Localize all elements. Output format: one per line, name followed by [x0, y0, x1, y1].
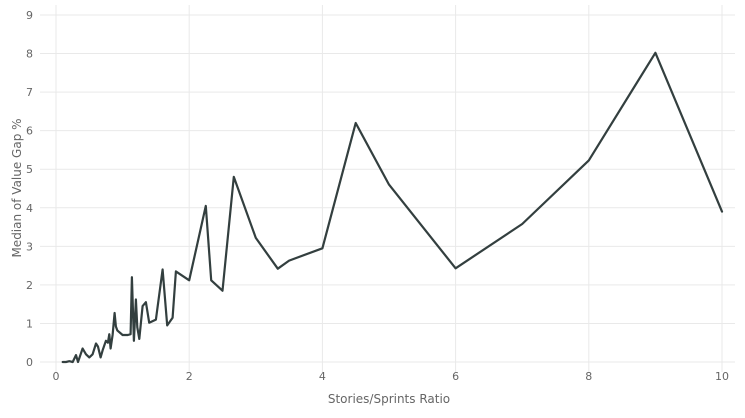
x-tick-label: 8: [585, 370, 592, 383]
x-tick-label: 0: [53, 370, 60, 383]
y-tick-label: 0: [26, 356, 33, 369]
x-tick-label: 6: [452, 370, 459, 383]
series-line: [61, 51, 724, 364]
y-axis-title: Median of Value Gap %: [10, 118, 24, 257]
y-tick-label: 7: [26, 86, 33, 99]
y-tick-label: 8: [26, 48, 33, 61]
x-axis-title: Stories/Sprints Ratio: [328, 392, 450, 406]
x-tick-label: 10: [715, 370, 729, 383]
y-tick-label: 4: [26, 202, 33, 215]
y-tick-label: 9: [26, 9, 33, 22]
tick-labels: 0 1 2 3 4 5 6 7 8 9 0 2 4 6 8 10: [26, 9, 729, 383]
series: [61, 51, 724, 364]
y-tick-label: 5: [26, 163, 33, 176]
y-tick-label: 1: [26, 317, 33, 330]
x-tick-label: 2: [186, 370, 193, 383]
x-tick-label: 4: [319, 370, 326, 383]
y-tick-label: 3: [26, 240, 33, 253]
y-tick-label: 2: [26, 279, 33, 292]
grid: [40, 5, 735, 372]
y-tick-label: 6: [26, 125, 33, 138]
